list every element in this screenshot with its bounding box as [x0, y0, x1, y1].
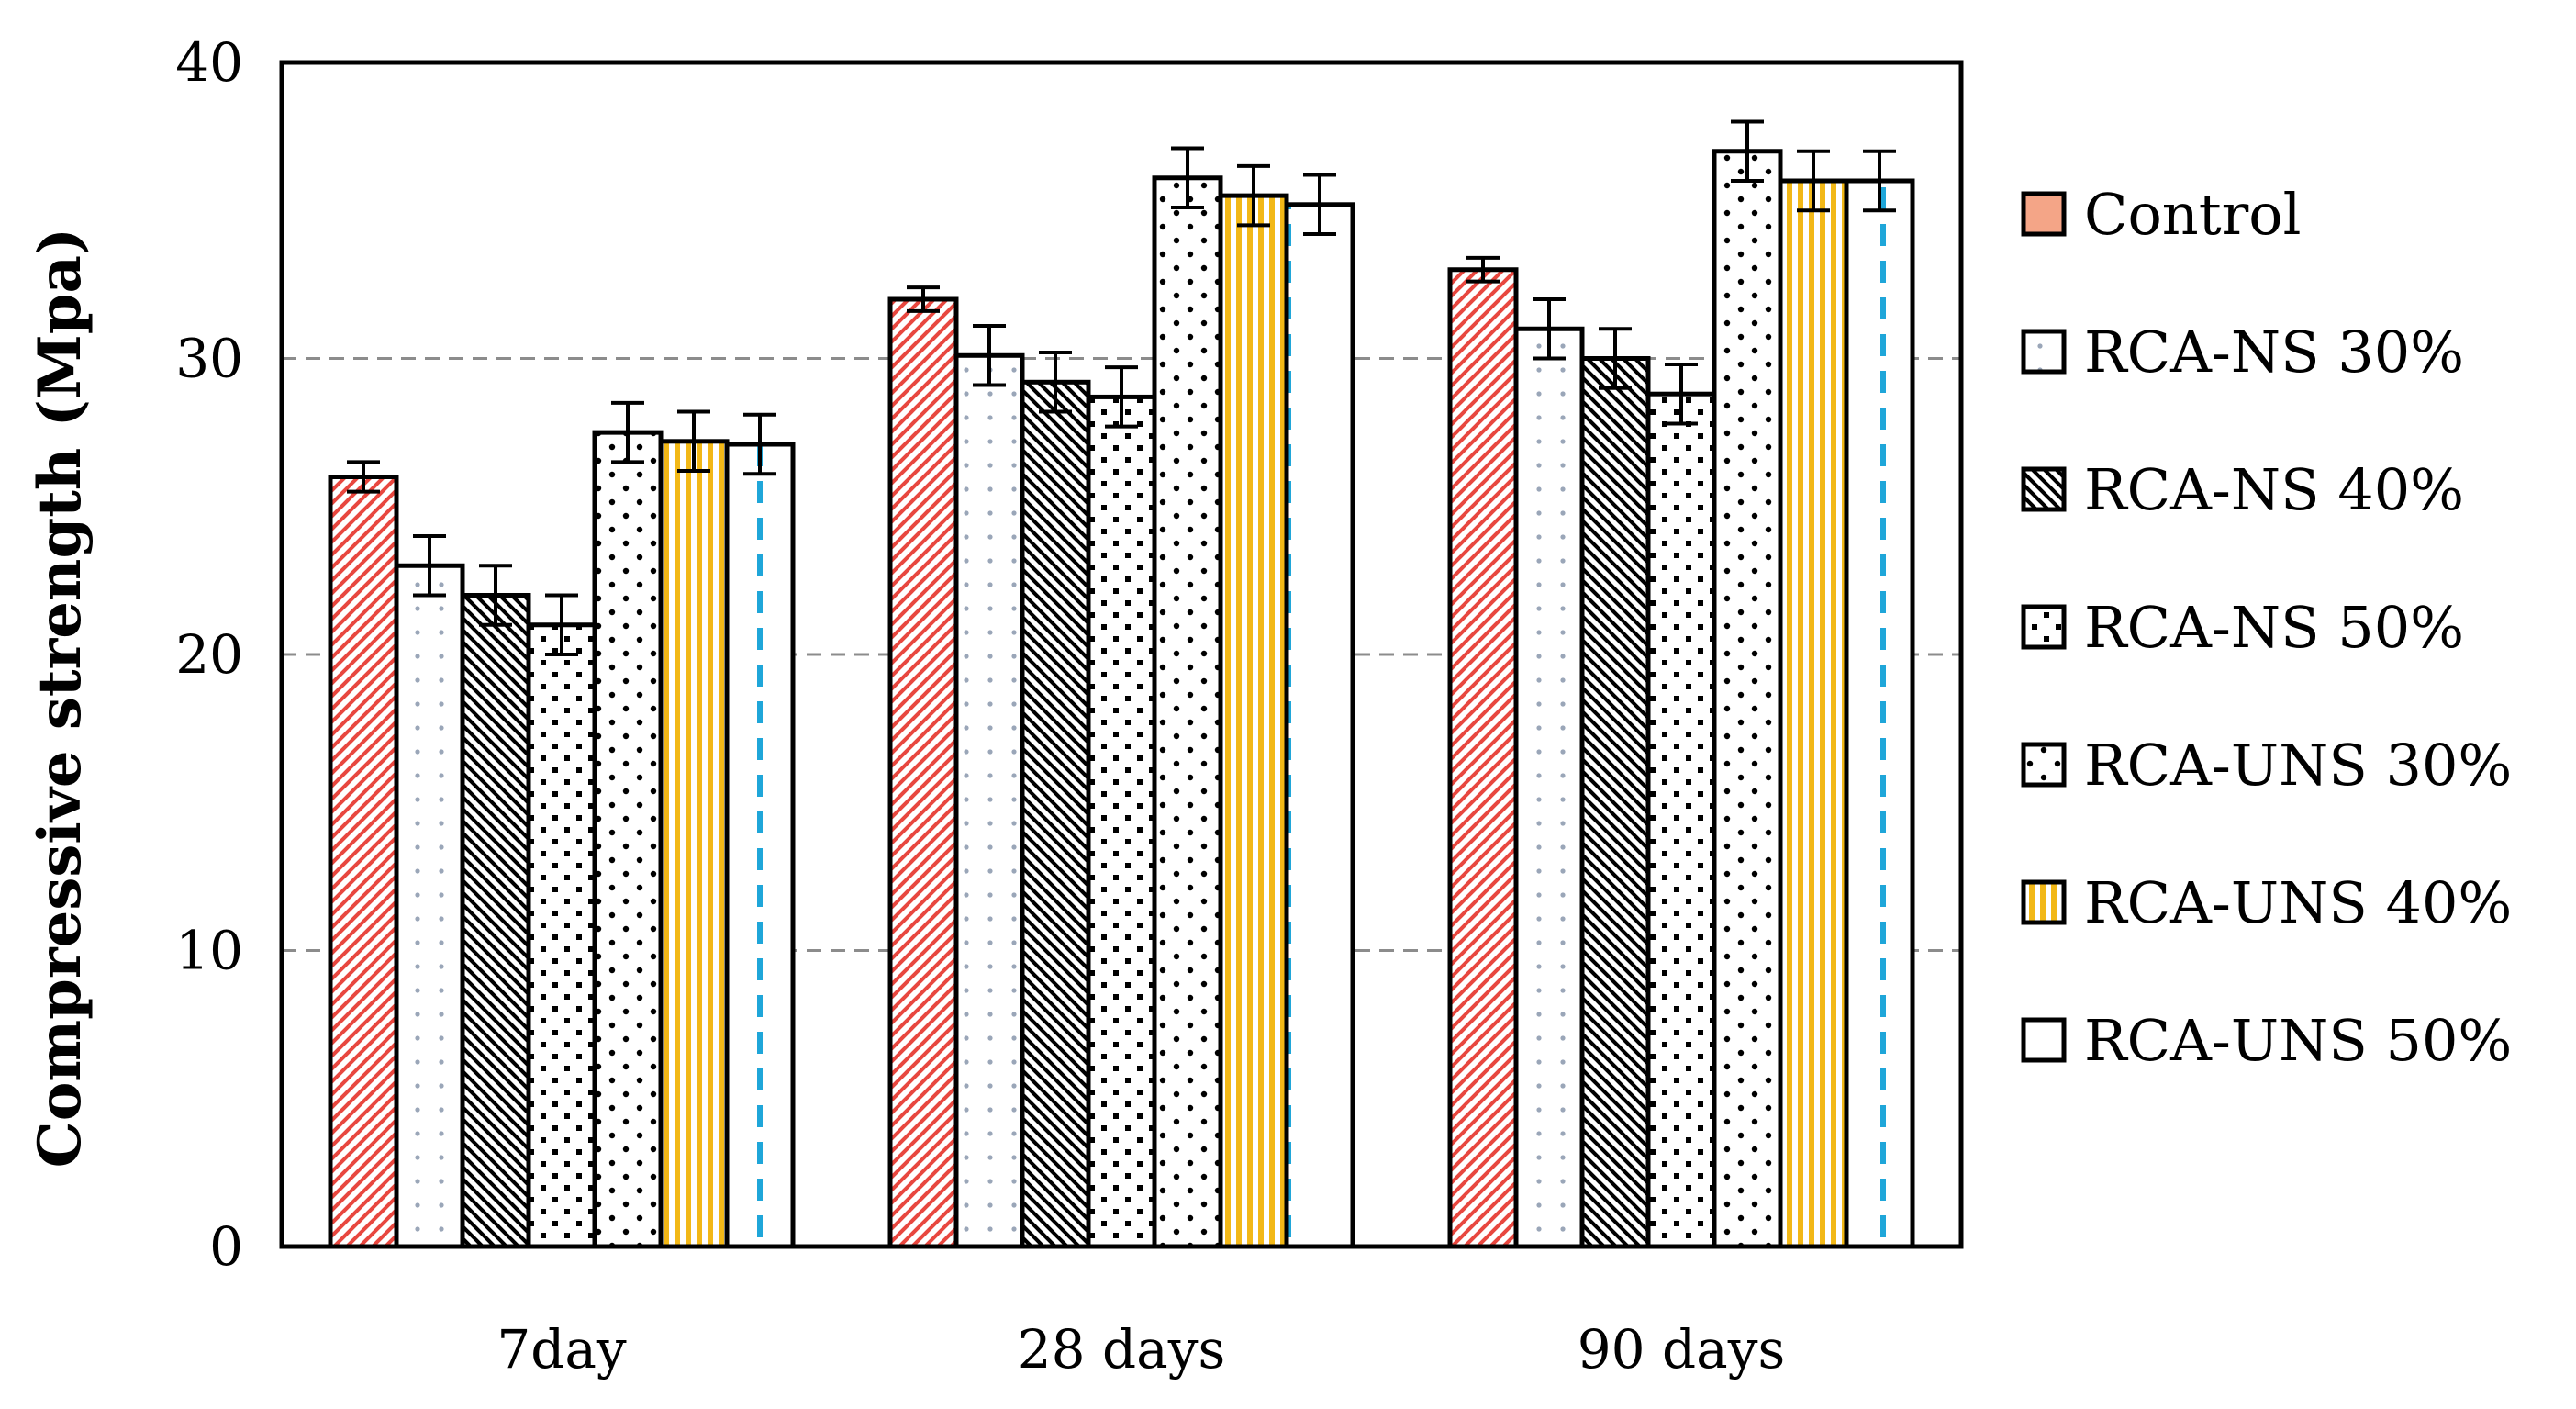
legend: Control RCA-NS 30% RCA-NS 40% RCA-NS 50% RCA… [2021, 181, 2512, 1074]
y-tick-label: 0 [209, 1215, 243, 1278]
error-bar-rca-uns-50pct-7day [743, 412, 776, 476]
bars [328, 149, 1915, 1249]
legend-swatch [2021, 1017, 2067, 1063]
error-bar-rca-uns-50pct-90-days [1863, 149, 1896, 213]
legend-label: RCA-UNS 40% [2084, 869, 2512, 936]
error-bar-control-28-days [907, 285, 940, 313]
y-tick-label: 10 [175, 920, 243, 982]
error-bar-rca-uns-30pct-90-days [1731, 119, 1764, 183]
legend-item-rca-ns-50pct: RCA-NS 50% [2021, 594, 2464, 661]
bar-rca-ns-30pct-7day [394, 563, 465, 1249]
error-bar-rca-ns-30pct-90-days [1533, 297, 1566, 361]
error-bar-rca-uns-30pct-28-days [1171, 146, 1204, 210]
bar-control-28-days [887, 296, 959, 1249]
error-bar-rca-ns-50pct-90-days [1665, 362, 1698, 426]
bar-rca-ns-40pct-90-days [1579, 356, 1651, 1249]
error-bar-rca-uns-50pct-28-days [1303, 173, 1336, 237]
error-bar-rca-uns-40pct-28-days [1237, 163, 1270, 228]
legend-swatch [2021, 879, 2067, 925]
legend-swatch [2021, 329, 2067, 375]
x-tick-label: 90 days [1578, 1318, 1785, 1381]
bar-rca-ns-30pct-28-days [953, 352, 1025, 1249]
bar-rca-ns-40pct-28-days [1020, 379, 1091, 1249]
bar-rca-uns-40pct-7day [658, 439, 730, 1249]
error-bar-rca-ns-40pct-90-days [1599, 327, 1632, 390]
legend-swatch [2021, 604, 2067, 650]
error-bar-control-7day [347, 460, 380, 494]
bar-rca-ns-30pct-90-days [1513, 326, 1585, 1249]
y-tick-labels: 0 10 20 30 40 [175, 31, 243, 1278]
plot-border [279, 60, 1964, 1249]
error-bar-rca-ns-50pct-28-days [1105, 365, 1138, 429]
y-tick-label: 20 [175, 623, 243, 686]
bar-rca-ns-50pct-7day [526, 622, 597, 1249]
bar-rca-uns-40pct-90-days [1778, 178, 1849, 1249]
legend-label: RCA-NS 50% [2084, 594, 2464, 661]
x-tick-label: 7day [496, 1318, 627, 1381]
bar-rca-uns-30pct-28-days [1152, 175, 1223, 1249]
error-bar-rca-ns-30pct-7day [413, 534, 446, 598]
bar-rca-ns-50pct-28-days [1086, 394, 1157, 1249]
bar-control-90-days [1447, 267, 1519, 1249]
legend-label: RCA-UNS 30% [2084, 732, 2512, 799]
y-tick-label: 30 [175, 328, 243, 390]
error-bar-rca-uns-30pct-7day [611, 400, 644, 464]
bar-rca-uns-40pct-28-days [1218, 193, 1289, 1249]
error-bar-rca-uns-40pct-90-days [1797, 149, 1830, 213]
plot-frame [279, 60, 1964, 1249]
legend-swatch [2021, 742, 2067, 788]
bar-control-7day [328, 475, 399, 1249]
bar-rca-uns-30pct-7day [592, 430, 664, 1249]
y-axis-title: Compressive strength (Mpa) [26, 228, 95, 1168]
y-tick-label: 40 [175, 31, 243, 94]
bar-rca-uns-30pct-90-days [1712, 149, 1783, 1249]
legend-item-rca-uns-50pct: RCA-UNS 50% [2021, 1007, 2512, 1074]
legend-label: RCA-UNS 50% [2084, 1007, 2512, 1074]
legend-swatch [2021, 466, 2067, 512]
legend-item-rca-uns-30pct: RCA-UNS 30% [2021, 732, 2512, 799]
bar-rca-uns-50pct-7day [724, 442, 796, 1249]
legend-item-control: Control [2021, 181, 2301, 248]
legend-item-rca-uns-40pct: RCA-UNS 40% [2021, 869, 2512, 936]
bar-rca-uns-50pct-28-days [1284, 202, 1355, 1249]
error-bar-rca-ns-40pct-28-days [1039, 351, 1072, 414]
x-tick-labels: 7day 28 days 90 days [496, 1318, 1785, 1381]
error-bar-rca-ns-30pct-28-days [973, 324, 1006, 387]
legend-item-rca-ns-40pct: RCA-NS 40% [2021, 456, 2464, 523]
legend-swatch [2021, 191, 2067, 237]
bar-rca-ns-40pct-7day [460, 593, 531, 1249]
bar-rca-ns-50pct-90-days [1645, 391, 1717, 1249]
error-bar-control-90-days [1466, 255, 1500, 284]
legend-label: RCA-NS 30% [2084, 319, 2464, 386]
legend-label: Control [2084, 181, 2301, 248]
error-bar-rca-ns-40pct-7day [479, 564, 512, 627]
error-bars [347, 119, 1896, 656]
legend-item-rca-ns-30pct: RCA-NS 30% [2021, 319, 2464, 386]
bar-rca-uns-50pct-90-days [1844, 178, 1915, 1249]
x-tick-label: 28 days [1018, 1318, 1225, 1381]
error-bar-rca-uns-40pct-7day [677, 409, 710, 474]
legend-label: RCA-NS 40% [2084, 456, 2464, 523]
error-bar-rca-ns-50pct-7day [545, 593, 578, 656]
